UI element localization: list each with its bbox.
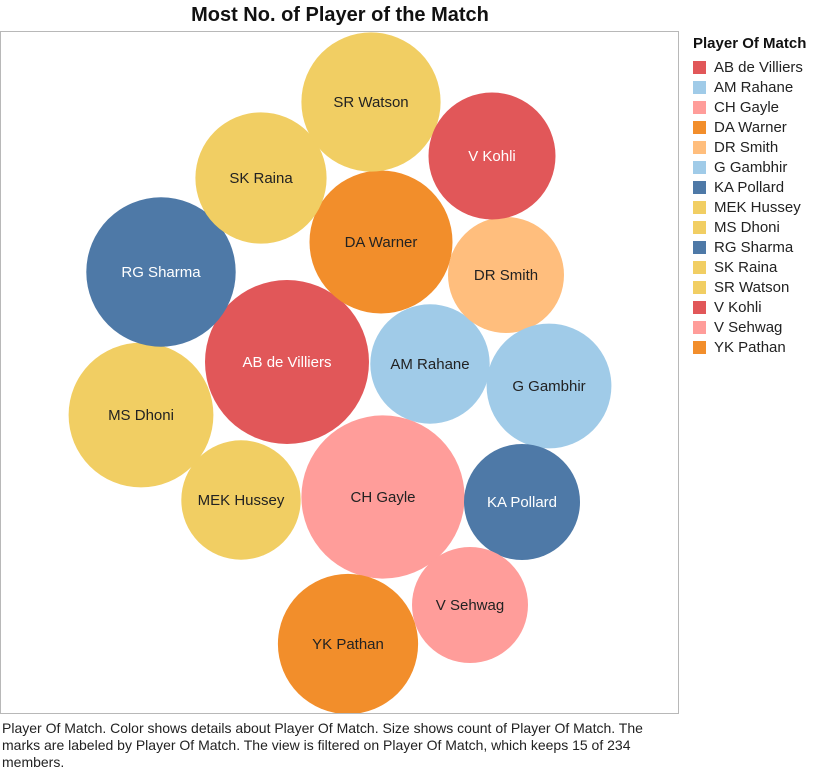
legend-label-ab-de-villiers: AB de Villiers <box>714 58 803 76</box>
bubble-label-mek-hussey: MEK Hussey <box>198 492 285 509</box>
legend-label-am-rahane: AM Rahane <box>714 78 794 96</box>
legend-swatch-v-kohli <box>693 300 706 314</box>
bubble-sr-watson[interactable]: SR Watson <box>301 32 441 172</box>
legend-item-dr-smith[interactable]: DR Smith <box>693 137 832 157</box>
bubble-circle-yk-pathan[interactable] <box>277 573 419 714</box>
bubble-yk-pathan[interactable]: YK Pathan <box>277 573 419 714</box>
bubble-label-ch-gayle: CH Gayle <box>350 489 415 506</box>
bubble-label-v-sehwag: V Sehwag <box>436 597 504 614</box>
bubble-rg-sharma[interactable]: RG Sharma <box>86 197 236 347</box>
bubble-circle-rg-sharma[interactable] <box>86 197 236 347</box>
bubble-label-am-rahane: AM Rahane <box>390 356 469 373</box>
legend-label-rg-sharma: RG Sharma <box>714 238 794 256</box>
legend-swatch-ms-dhoni <box>693 220 706 234</box>
legend-swatch-sk-raina <box>693 260 706 274</box>
legend-items: AB de Villiers AM Rahane CH Gayle DA Warner… <box>693 57 832 357</box>
legend-label-v-sehwag: V Sehwag <box>714 318 783 336</box>
bubble-circle-ka-pollard[interactable] <box>464 444 580 560</box>
legend-label-ms-dhoni: MS Dhoni <box>714 218 780 236</box>
bubble-circle-g-gambhir[interactable] <box>486 323 612 449</box>
bubble-label-ms-dhoni: MS Dhoni <box>108 407 174 424</box>
legend-swatch-ab-de-villiers <box>693 60 706 74</box>
bubble-label-dr-smith: DR Smith <box>474 267 538 284</box>
legend-swatch-ch-gayle <box>693 100 706 114</box>
bubble-ch-gayle[interactable]: CH Gayle <box>301 415 465 579</box>
legend-label-ch-gayle: CH Gayle <box>714 98 780 116</box>
legend-item-sk-raina[interactable]: SK Raina <box>693 257 832 277</box>
legend-label-v-kohli: V Kohli <box>714 298 762 316</box>
bubble-g-gambhir[interactable]: G Gambhir <box>486 323 612 449</box>
legend-swatch-dr-smith <box>693 140 706 154</box>
legend-title: Player Of Match <box>693 35 807 52</box>
legend-label-sr-watson: SR Watson <box>714 278 790 296</box>
bubble-circle-v-sehwag[interactable] <box>412 547 528 663</box>
bubble-label-ka-pollard: KA Pollard <box>487 494 557 511</box>
legend-label-yk-pathan: YK Pathan <box>714 338 786 356</box>
legend-item-v-kohli[interactable]: V Kohli <box>693 297 832 317</box>
bubble-circle-ms-dhoni[interactable] <box>68 342 214 488</box>
legend-swatch-da-warner <box>693 120 706 134</box>
legend-item-v-sehwag[interactable]: V Sehwag <box>693 317 832 337</box>
legend-item-ka-pollard[interactable]: KA Pollard <box>693 177 832 197</box>
legend-label-da-warner: DA Warner <box>714 118 787 136</box>
bubble-sk-raina[interactable]: SK Raina <box>195 112 327 244</box>
bubble-circle-v-kohli[interactable] <box>428 92 556 220</box>
bubble-circle-am-rahane[interactable] <box>370 304 490 424</box>
legend-item-yk-pathan[interactable]: YK Pathan <box>693 337 832 357</box>
bubble-am-rahane[interactable]: AM Rahane <box>370 304 490 424</box>
bubble-circle-da-warner[interactable] <box>309 170 453 314</box>
bubble-label-v-kohli: V Kohli <box>468 148 516 165</box>
legend-item-ms-dhoni[interactable]: MS Dhoni <box>693 217 832 237</box>
bubble-mek-hussey[interactable]: MEK Hussey <box>181 440 301 560</box>
legend-item-am-rahane[interactable]: AM Rahane <box>693 77 832 97</box>
bubble-circle-dr-smith[interactable] <box>448 217 564 333</box>
legend-swatch-v-sehwag <box>693 320 706 334</box>
legend-swatch-g-gambhir <box>693 160 706 174</box>
legend-item-da-warner[interactable]: DA Warner <box>693 117 832 137</box>
legend-swatch-ka-pollard <box>693 180 706 194</box>
bubble-label-g-gambhir: G Gambhir <box>512 378 585 395</box>
legend-label-dr-smith: DR Smith <box>714 138 779 156</box>
legend-label-g-gambhir: G Gambhir <box>714 158 788 176</box>
legend-item-g-gambhir[interactable]: G Gambhir <box>693 157 832 177</box>
legend-swatch-rg-sharma <box>693 240 706 254</box>
bubble-circle-sr-watson[interactable] <box>301 32 441 172</box>
legend-item-rg-sharma[interactable]: RG Sharma <box>693 237 832 257</box>
legend-label-sk-raina: SK Raina <box>714 258 778 276</box>
bubble-label-rg-sharma: RG Sharma <box>121 264 201 281</box>
bubble-circle-ab-de-villiers[interactable] <box>205 280 369 444</box>
bubble-label-ab-de-villiers: AB de Villiers <box>243 354 332 371</box>
bubble-ab-de-villiers[interactable]: AB de Villiers <box>205 280 369 444</box>
bubble-ka-pollard[interactable]: KA Pollard <box>464 444 580 560</box>
legend-swatch-sr-watson <box>693 280 706 294</box>
legend-item-ab-de-villiers[interactable]: AB de Villiers <box>693 57 832 77</box>
legend: Player Of Match AB de Villiers AM Rahane C… <box>693 35 832 357</box>
legend-label-ka-pollard: KA Pollard <box>714 178 785 196</box>
bubble-dr-smith[interactable]: DR Smith <box>448 217 564 333</box>
legend-label-mek-hussey: MEK Hussey <box>714 198 801 216</box>
bubble-circle-sk-raina[interactable] <box>195 112 327 244</box>
bubble-label-sk-raina: SK Raina <box>229 170 293 187</box>
chart-caption: Player Of Match. Color shows details abo… <box>2 720 643 770</box>
legend-item-sr-watson[interactable]: SR Watson <box>693 277 832 297</box>
bubble-chart-svg: AB de Villiers AM Rahane CH Gayle DA Warner… <box>68 32 612 714</box>
chart-title: Most No. of Player of the Match <box>191 4 489 26</box>
legend-swatch-yk-pathan <box>693 340 706 354</box>
legend-item-ch-gayle[interactable]: CH Gayle <box>693 97 832 117</box>
legend-swatch-mek-hussey <box>693 200 706 214</box>
bubble-v-sehwag[interactable]: V Sehwag <box>412 547 528 663</box>
bubble-label-yk-pathan: YK Pathan <box>312 636 384 653</box>
legend-swatch-am-rahane <box>693 80 706 94</box>
bubble-label-sr-watson: SR Watson <box>333 94 408 111</box>
bubble-plot-area: AB de Villiers AM Rahane CH Gayle DA Warner… <box>0 31 679 714</box>
bubble-circle-mek-hussey[interactable] <box>181 440 301 560</box>
bubble-label-da-warner: DA Warner <box>345 234 418 251</box>
bubble-v-kohli[interactable]: V Kohli <box>428 92 556 220</box>
legend-item-mek-hussey[interactable]: MEK Hussey <box>693 197 832 217</box>
bubble-ms-dhoni[interactable]: MS Dhoni <box>68 342 214 488</box>
bubble-da-warner[interactable]: DA Warner <box>309 170 453 314</box>
bubble-circle-ch-gayle[interactable] <box>301 415 465 579</box>
